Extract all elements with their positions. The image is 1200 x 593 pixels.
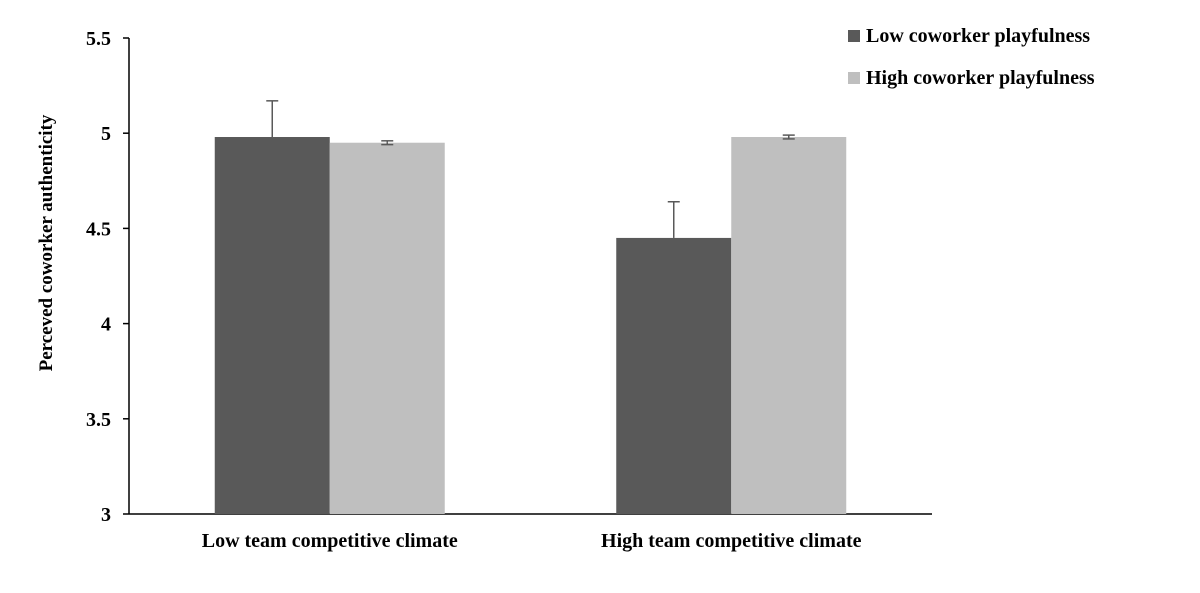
y-tick-label: 3 [101, 504, 111, 526]
legend-label: Low coworker playfulness [866, 25, 1090, 47]
y-tick-label: 4 [101, 314, 111, 336]
x-axis: Low team competitive climate High team co… [129, 513, 932, 552]
legend-label: High coworker playfulness [866, 67, 1095, 89]
bar [616, 237, 732, 515]
y-tick-label: 4.5 [86, 218, 111, 240]
y-tick-label: 5.5 [86, 28, 111, 50]
legend-swatch [848, 72, 860, 84]
y-tick-label: 5 [101, 123, 111, 145]
legend: Low coworker playfulness High coworker pl… [848, 25, 1095, 89]
legend-swatch [848, 30, 860, 42]
y-tick-label: 3.5 [86, 409, 111, 431]
bars [214, 100, 847, 515]
bar [214, 137, 330, 514]
bar [329, 142, 445, 514]
y-axis-label: Perceved coworker authenticity [36, 114, 57, 371]
x-tick-label: Low team competitive climate [202, 530, 458, 552]
y-axis: 3 3.5 4 4.5 5 5.5 [86, 28, 130, 526]
x-tick-label: High team competitive climate [601, 530, 862, 552]
bar [731, 137, 847, 514]
